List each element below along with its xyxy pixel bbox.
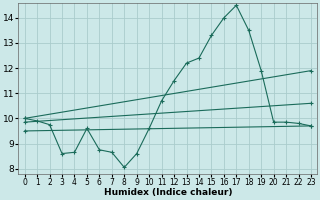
X-axis label: Humidex (Indice chaleur): Humidex (Indice chaleur) <box>104 188 232 197</box>
